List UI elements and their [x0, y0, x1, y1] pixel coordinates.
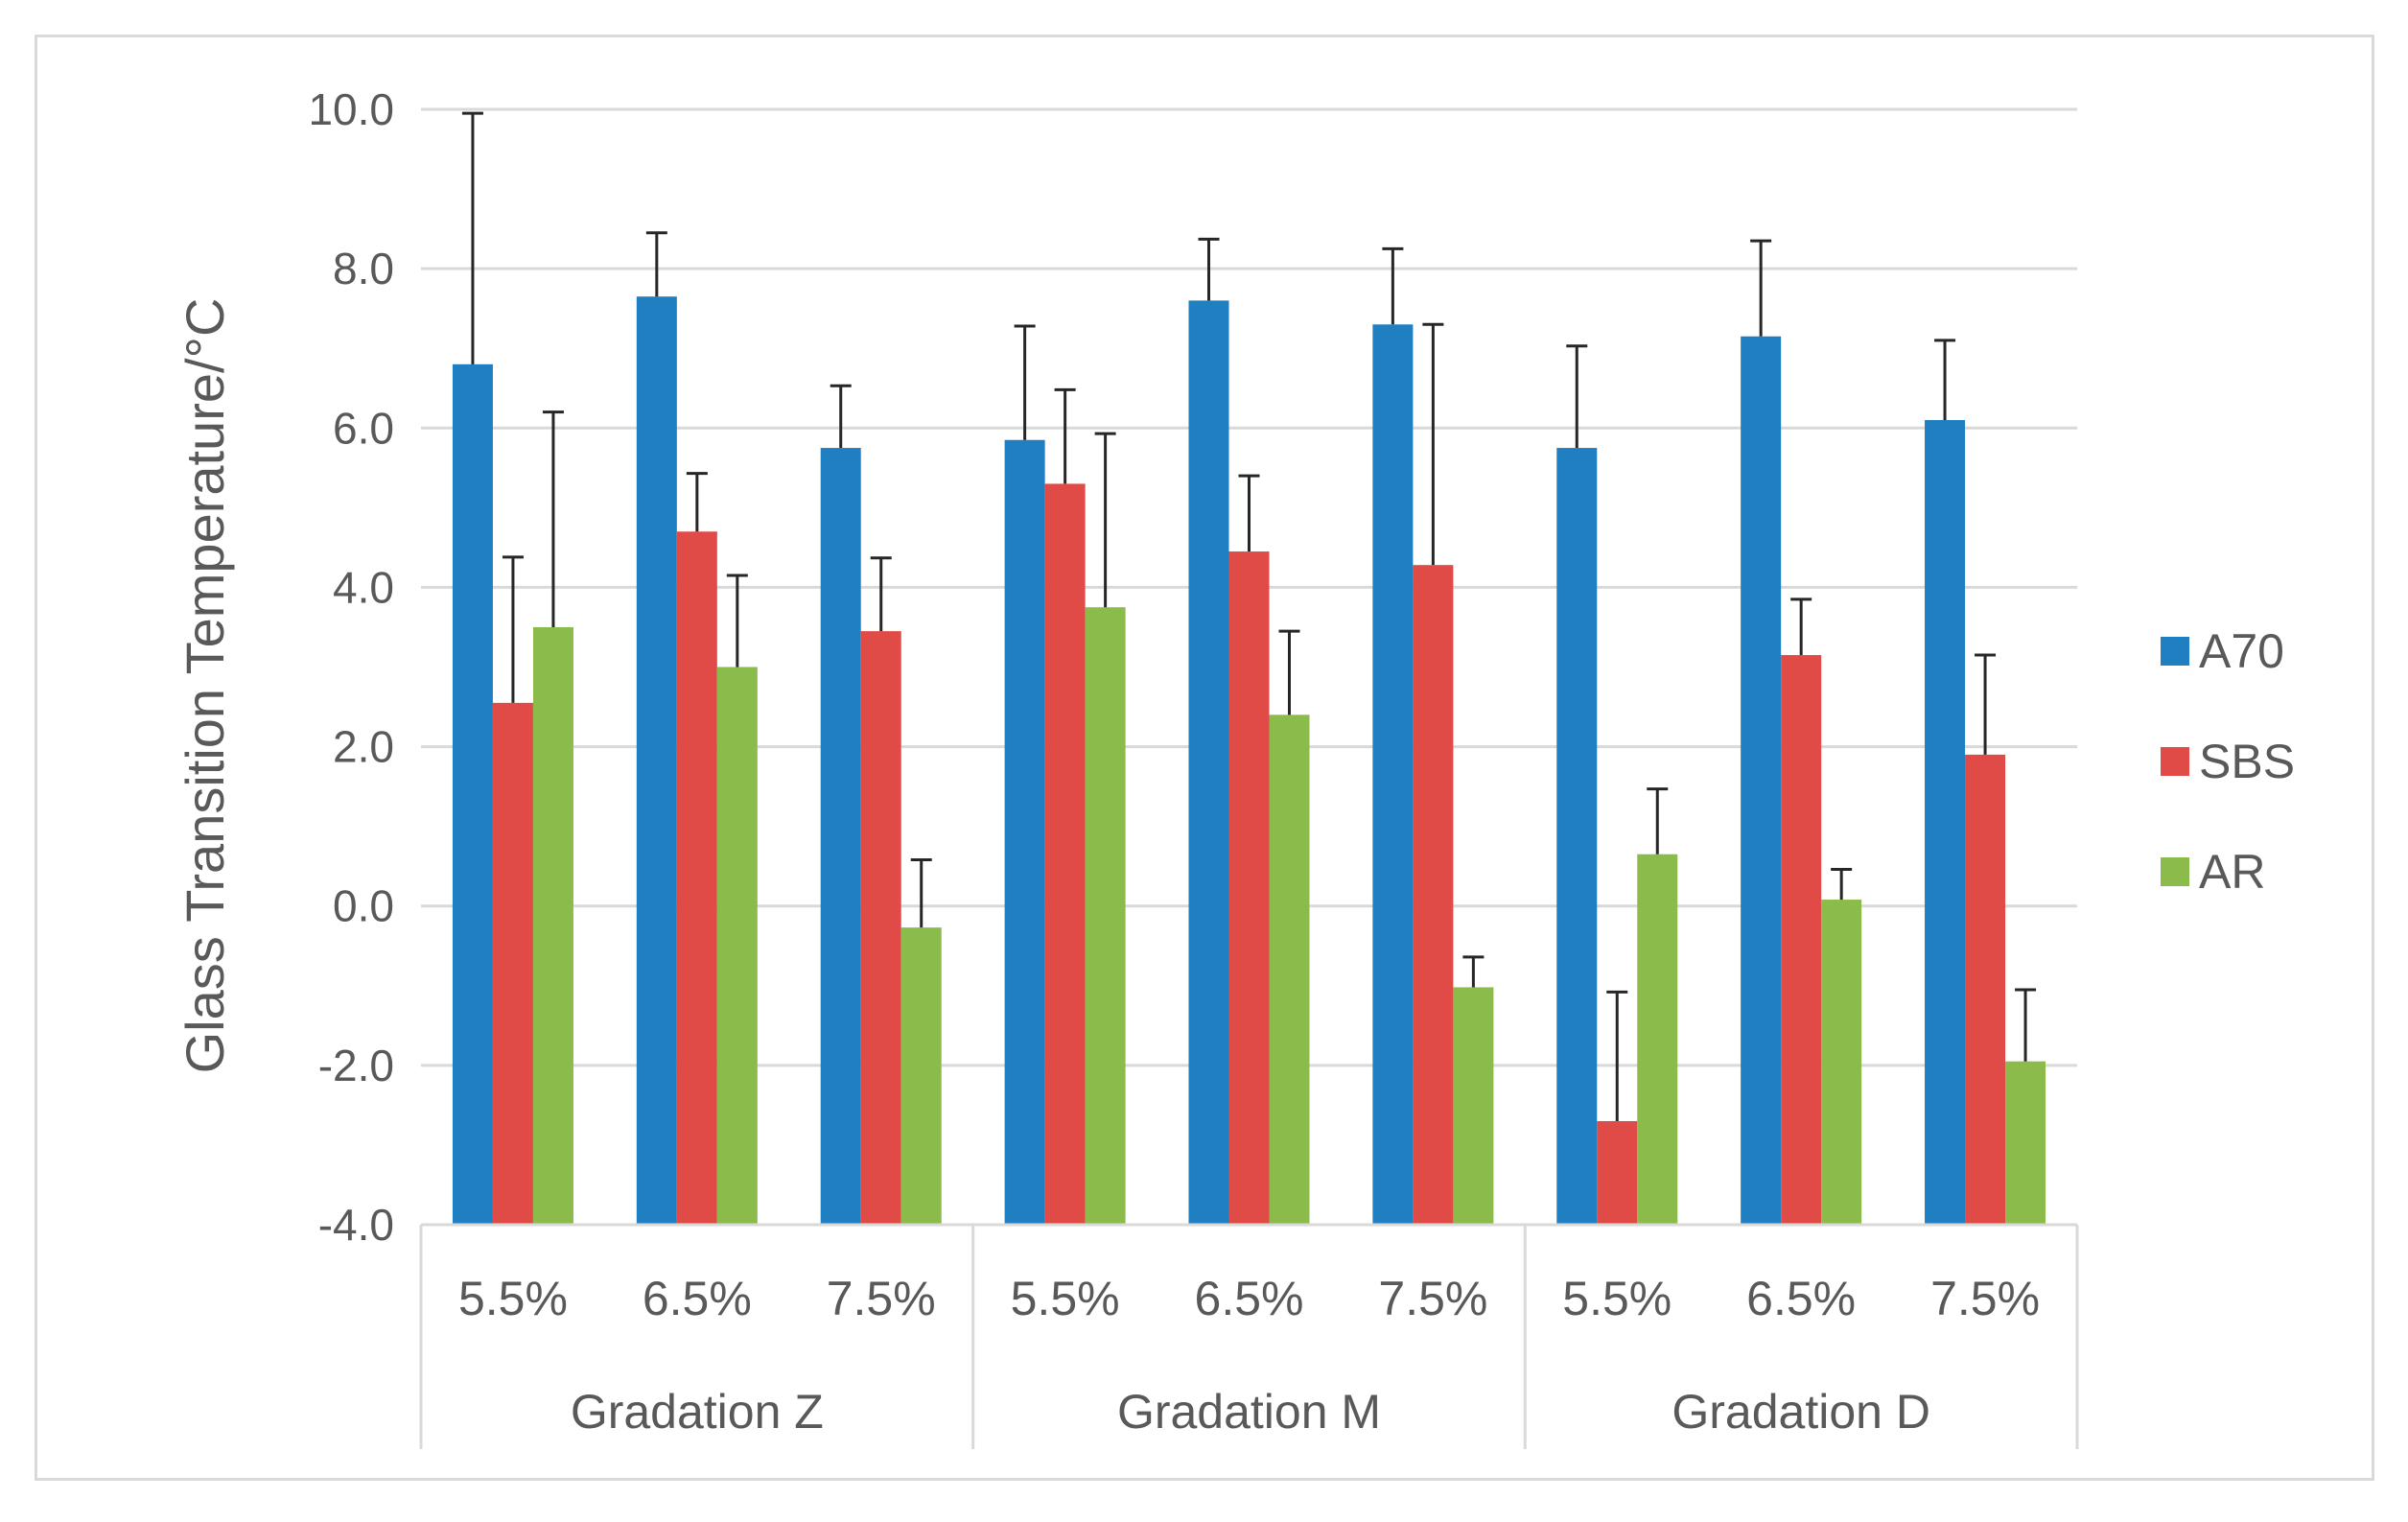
x-category-label: 6.5% — [1195, 1272, 1304, 1325]
x-category-label: 6.5% — [1746, 1272, 1856, 1325]
bar-a70 — [1925, 419, 1966, 1225]
legend-label-a70: A70 — [2199, 624, 2284, 678]
bar-a70 — [452, 363, 493, 1225]
bar-a70 — [1004, 439, 1045, 1225]
bar-sbs — [1413, 565, 1454, 1225]
x-group-label: Gradation D — [1672, 1385, 1930, 1439]
bar-sbs — [1781, 655, 1822, 1225]
x-group-label: Gradation M — [1117, 1385, 1381, 1439]
bar-a70 — [820, 448, 861, 1225]
legend-swatch-a70 — [2161, 637, 2189, 666]
x-category-label: 5.5% — [1562, 1272, 1672, 1325]
bar-sbs — [492, 702, 533, 1225]
bar-ar — [716, 667, 758, 1225]
bar-a70 — [1372, 324, 1414, 1225]
bar-sbs — [1965, 754, 2006, 1225]
bar-ar — [1453, 987, 1494, 1225]
bar-ar — [1085, 607, 1126, 1225]
legend: A70 SBS AR — [2161, 624, 2295, 899]
bar-sbs — [860, 631, 901, 1225]
error-bars — [461, 111, 2037, 1122]
x-category-label: 5.5% — [1011, 1272, 1120, 1325]
bar-a70 — [636, 296, 677, 1225]
y-tick-label: 2.0 — [333, 722, 394, 772]
bar-sbs — [1044, 483, 1086, 1226]
y-tick-label: -4.0 — [318, 1200, 394, 1250]
y-tick-label: -2.0 — [318, 1041, 394, 1090]
y-axis-title: Glass Transition Temperature/°C — [175, 298, 235, 1074]
bar-ar — [1269, 714, 1310, 1225]
y-tick-label: 0.0 — [333, 881, 394, 931]
legend-label-sbs: SBS — [2199, 735, 2295, 788]
bar-ar — [900, 927, 942, 1225]
bar-ar — [1637, 854, 1678, 1225]
y-tick-label: 10.0 — [308, 84, 394, 134]
bar-sbs — [1228, 551, 1270, 1225]
bar-a70 — [1556, 448, 1598, 1225]
x-category-label: 5.5% — [458, 1272, 568, 1325]
axes: -4.0 -2.0 0.0 2.0 4.0 6.0 8.0 10.0 5.5% 6.5% 7.5% 5… — [308, 84, 2079, 1449]
bars — [452, 296, 2046, 1226]
y-tick-label: 8.0 — [333, 244, 394, 293]
bar-ar — [532, 626, 573, 1225]
bar-a70 — [1188, 300, 1229, 1225]
legend-swatch-sbs — [2161, 747, 2189, 776]
y-tick-label: 4.0 — [333, 562, 394, 612]
x-category-label: 7.5% — [1378, 1272, 1487, 1325]
bar-chart: -4.0 -2.0 0.0 2.0 4.0 6.0 8.0 10.0 5.5% 6.5% 7.5% 5… — [175, 84, 2295, 1449]
bar-sbs — [676, 531, 717, 1225]
legend-swatch-ar — [2161, 857, 2189, 886]
x-group-label: Gradation Z — [571, 1385, 824, 1439]
x-category-label: 7.5% — [827, 1272, 936, 1325]
chart-frame: -4.0 -2.0 0.0 2.0 4.0 6.0 8.0 10.0 5.5% 6.5% 7.5% 5… — [35, 35, 2374, 1481]
bar-a70 — [1741, 336, 1782, 1226]
x-category-label: 7.5% — [1930, 1272, 2040, 1325]
y-tick-label: 6.0 — [333, 403, 394, 453]
bar-ar — [1821, 900, 1862, 1225]
bar-sbs — [1597, 1121, 1638, 1225]
legend-label-ar: AR — [2199, 845, 2265, 899]
x-category-label: 6.5% — [643, 1272, 752, 1325]
bar-ar — [2005, 1061, 2046, 1225]
